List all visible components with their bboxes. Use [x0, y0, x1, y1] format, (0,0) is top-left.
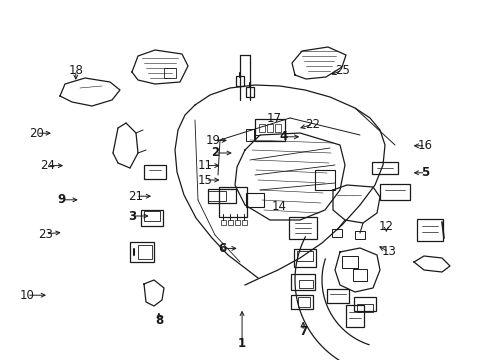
Bar	[326, 289, 348, 303]
Text: 19: 19	[205, 134, 220, 147]
Bar	[245, 129, 253, 141]
Bar	[266, 124, 272, 132]
Bar	[288, 217, 316, 239]
Text: 21: 21	[128, 190, 143, 203]
Bar	[130, 242, 154, 262]
Text: 2: 2	[211, 147, 219, 159]
Text: 12: 12	[378, 220, 393, 233]
Bar	[341, 256, 357, 268]
Bar	[293, 249, 315, 267]
Bar	[220, 220, 225, 225]
Text: 14: 14	[271, 201, 285, 213]
Text: 13: 13	[381, 246, 395, 258]
Text: 1: 1	[238, 337, 245, 350]
Bar	[416, 219, 442, 241]
Text: 11: 11	[198, 159, 212, 172]
Bar	[346, 305, 363, 327]
Bar	[143, 211, 160, 221]
Text: 20: 20	[29, 127, 44, 140]
Bar	[371, 162, 397, 174]
Text: 9: 9	[57, 193, 65, 206]
Text: 5: 5	[421, 166, 428, 179]
Bar	[138, 245, 152, 259]
Text: 4: 4	[279, 130, 287, 143]
Text: 17: 17	[266, 112, 281, 125]
Bar	[314, 170, 334, 190]
Text: 18: 18	[68, 64, 83, 77]
Bar	[143, 165, 165, 179]
Bar	[297, 297, 309, 307]
Bar	[163, 68, 176, 78]
Bar	[379, 184, 409, 200]
Bar	[207, 189, 236, 203]
Bar	[331, 229, 341, 237]
Bar	[274, 124, 281, 132]
Text: 6: 6	[218, 242, 226, 255]
Text: 10: 10	[20, 289, 34, 302]
Bar	[219, 187, 246, 217]
Bar	[354, 231, 364, 239]
Text: 23: 23	[38, 228, 53, 240]
Bar	[356, 304, 372, 312]
Text: 15: 15	[198, 174, 212, 186]
Text: 24: 24	[40, 159, 55, 172]
Bar	[234, 220, 239, 225]
Bar	[227, 220, 232, 225]
Bar	[241, 220, 246, 225]
Bar	[259, 124, 264, 132]
Text: 16: 16	[417, 139, 432, 152]
Bar	[296, 251, 312, 261]
Bar	[290, 295, 312, 309]
Bar	[236, 76, 244, 86]
Bar	[353, 297, 375, 311]
Text: 22: 22	[305, 118, 320, 131]
Bar	[141, 210, 163, 226]
Bar	[290, 274, 314, 290]
Text: 8: 8	[155, 314, 163, 327]
Text: 7: 7	[299, 325, 306, 338]
Bar	[245, 193, 264, 207]
Bar	[298, 280, 312, 288]
Text: 25: 25	[334, 64, 349, 77]
Text: 3: 3	[128, 210, 136, 222]
Bar	[254, 119, 285, 141]
Bar	[207, 191, 225, 201]
Bar	[245, 87, 253, 97]
Bar	[352, 269, 366, 281]
